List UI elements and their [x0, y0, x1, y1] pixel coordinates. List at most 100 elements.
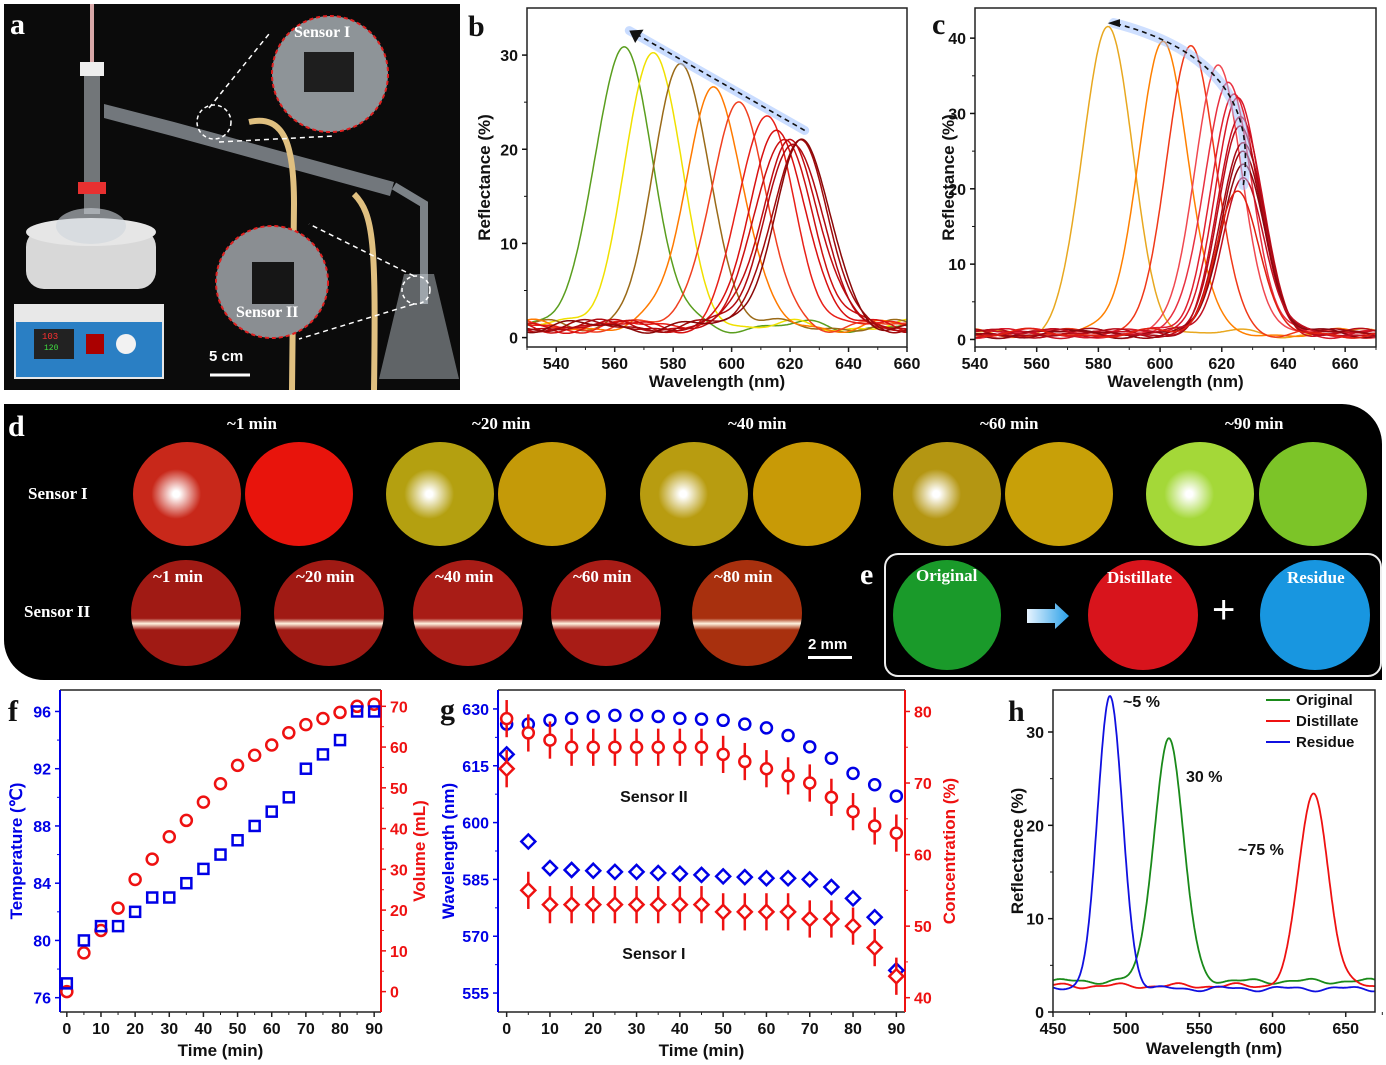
spectrum-line	[527, 115, 907, 334]
y2-tick-label: 20	[390, 903, 408, 920]
volume-point	[60, 984, 74, 999]
panel-b: b 540 560 580 600 620 640 660 Wavelength (nm) 0 1…	[460, 0, 920, 400]
x-tick-label: 30	[628, 1021, 646, 1038]
volume-point	[179, 813, 194, 828]
data-point-circle	[564, 740, 579, 754]
x-tick-label: 50	[714, 1021, 732, 1038]
x-tick-label: 600	[718, 356, 745, 373]
panel-label-g: g	[440, 693, 455, 726]
y-tick-label: 40	[948, 31, 966, 48]
x-tick-label: 540	[962, 356, 989, 373]
data-point-diamond	[865, 938, 884, 957]
temperature-point	[316, 748, 330, 761]
data-point-circle	[738, 754, 752, 769]
x-tick-label: 640	[1270, 356, 1297, 373]
data-point-diamond	[714, 903, 732, 921]
data-point-circle	[564, 711, 579, 726]
data-point-circle	[521, 726, 536, 740]
data-point-diamond	[519, 832, 538, 851]
x-tick-label: 10	[92, 1021, 110, 1038]
data-point-diamond	[822, 878, 841, 896]
data-point-circle	[802, 740, 817, 754]
spectrum-line	[527, 138, 907, 334]
data-point-diamond	[865, 908, 884, 927]
sensor1-annotation: Sensor I	[622, 946, 685, 963]
x-tick-label: 550	[1186, 1021, 1213, 1038]
data-point-circle	[608, 708, 622, 723]
temperature-point	[163, 891, 176, 904]
data-point-circle	[867, 819, 882, 833]
y2-axis-label: Volume (mL)	[410, 800, 429, 902]
data-point-diamond	[606, 895, 624, 914]
distillate-label: Distillate	[1107, 568, 1173, 587]
distillation-setup-photo: Sensor I Sensor II 5 cm 103 120	[4, 4, 460, 390]
data-point-diamond	[692, 895, 711, 914]
spectrum-line	[975, 115, 1376, 340]
data-point-diamond	[627, 895, 646, 914]
y-axis-label: Reflectance (%)	[1008, 788, 1027, 915]
sensor2-label: Sensor II	[236, 304, 299, 321]
x-tick-label: 500	[1113, 1021, 1140, 1038]
data-point-diamond	[800, 910, 819, 928]
data-point-circle	[867, 777, 882, 792]
panel-label-b: b	[468, 10, 485, 43]
data-point-circle	[716, 747, 730, 762]
sensor2-time-label: ~20 min	[296, 567, 355, 586]
data-point-diamond	[714, 867, 732, 886]
spectrum-line	[975, 190, 1376, 339]
plot-frame	[974, 7, 1377, 348]
data-point-diamond	[844, 889, 862, 908]
x-tick-label: 90	[887, 1021, 905, 1038]
sensor2-time-label: ~1 min	[153, 567, 203, 586]
series-group	[1053, 694, 1375, 993]
x-tick-label: 60	[758, 1021, 776, 1038]
scale-bar-2mm	[808, 656, 852, 659]
volume-point	[162, 829, 177, 844]
peak-annotation: ~5 %	[1123, 694, 1160, 711]
x-axis-label: Time (min)	[178, 1041, 264, 1060]
y2-tick-label: 0	[390, 985, 399, 1002]
y2-tick-label: 10	[390, 944, 408, 961]
volume-point	[230, 758, 245, 773]
volume-point	[111, 901, 125, 915]
spectrum-line	[527, 138, 907, 333]
data-point-circle	[824, 790, 839, 805]
volume-point	[299, 717, 313, 732]
temperature-point	[248, 819, 261, 833]
residue-label: Residue	[1287, 568, 1345, 587]
spectrum-distillate	[1053, 792, 1375, 990]
temperature-point	[111, 919, 125, 933]
spectrum-line	[975, 96, 1376, 340]
data-point-diamond	[649, 895, 667, 914]
data-point-circle	[759, 721, 774, 735]
volume-point	[247, 748, 262, 762]
scale-bar-2mm-label: 2 mm	[808, 636, 848, 653]
data-point-diamond	[497, 759, 516, 778]
spectrum-line	[975, 176, 1376, 339]
x-tick-label: 600	[1147, 356, 1174, 373]
chart-h-comparison: 450 500 550 600 650 Wavelength (nm) 0 10 20 30 Ref…	[1008, 689, 1383, 1058]
sensor2-photo	[692, 560, 802, 666]
x-tick-label: 40	[195, 1021, 213, 1038]
sensor2-time-label: ~60 min	[573, 567, 632, 586]
y-tick-label: 30	[500, 48, 518, 65]
sensor1-photo-diffuse	[498, 442, 606, 546]
x-tick-label: 580	[660, 356, 687, 373]
panel-label-h: h	[1008, 695, 1025, 728]
x-axis-label: Time (min)	[659, 1041, 745, 1060]
data-point-circle	[586, 709, 601, 724]
data-point-diamond	[541, 859, 559, 877]
y-tick-label: 0	[509, 331, 518, 348]
panel-f: f 0 10 20 30 40 50 60 70 80 90 Time (min) 76 80 84 88 9…	[0, 685, 440, 1065]
y-tick-label: 92	[33, 762, 51, 779]
arrow-right-icon	[1027, 603, 1069, 629]
temperature-point	[299, 762, 313, 775]
data-point-diamond	[779, 869, 797, 888]
y-tick-label: 30	[1026, 725, 1044, 742]
y-tick-label: 20	[500, 142, 518, 159]
data-point-diamond	[584, 861, 603, 880]
temperature-point	[145, 891, 159, 904]
spectrum-line	[975, 81, 1376, 340]
data-point-diamond	[887, 967, 906, 985]
data-point-diamond	[692, 866, 711, 884]
